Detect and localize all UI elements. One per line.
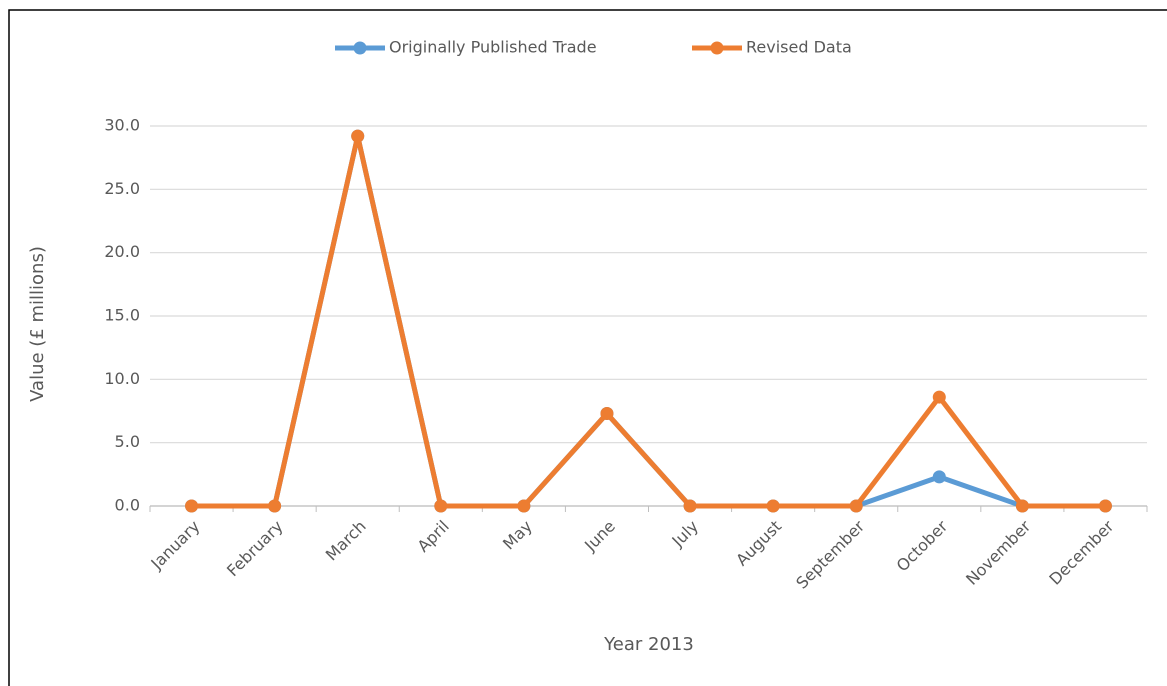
- y-tick-label: 15.0: [104, 306, 140, 325]
- y-tick-label: 10.0: [104, 369, 140, 388]
- x-axis-title: Year 2013: [603, 634, 694, 655]
- data-point: [1098, 499, 1112, 513]
- legend-marker: [353, 41, 367, 55]
- y-axis-title: Value (£ millions): [27, 246, 48, 402]
- data-point: [517, 499, 531, 513]
- y-tick-label: 0.0: [115, 496, 140, 515]
- y-tick-label: 30.0: [104, 116, 140, 135]
- data-point: [351, 129, 365, 143]
- legend-label: Revised Data: [746, 38, 852, 57]
- data-point: [683, 499, 697, 513]
- data-point: [932, 470, 946, 484]
- data-point: [268, 499, 282, 513]
- chart-frame: [8, 9, 1167, 686]
- y-tick-label: 5.0: [115, 432, 140, 451]
- data-point: [932, 390, 946, 404]
- legend-marker: [710, 41, 724, 55]
- data-point: [766, 499, 780, 513]
- data-point: [185, 499, 199, 513]
- y-tick-label: 20.0: [104, 242, 140, 261]
- series-line: [191, 133, 1106, 509]
- data-point: [849, 499, 863, 513]
- data-point: [1015, 499, 1029, 513]
- data-point: [434, 499, 448, 513]
- y-tick-label: 25.0: [104, 179, 140, 198]
- data-point: [600, 407, 614, 421]
- legend-label: Originally Published Trade: [389, 38, 597, 57]
